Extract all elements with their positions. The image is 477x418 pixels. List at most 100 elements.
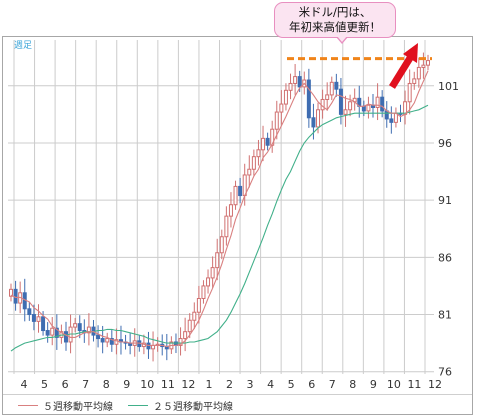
candle-body-56 — [265, 137, 270, 146]
x-tick-label-4: 8 — [103, 378, 110, 391]
candle-body-67 — [316, 109, 321, 128]
grid-lines — [8, 40, 434, 374]
candle-body-17 — [86, 326, 91, 334]
x-tick-label-18: 10 — [387, 378, 401, 391]
candle-body-55 — [261, 137, 266, 151]
x-tick-label-15: 7 — [329, 378, 336, 391]
candle-body-63 — [297, 76, 302, 88]
chart-border — [2, 36, 473, 415]
legend-item-ma5: ５週移動平均線 — [18, 398, 113, 413]
y-tick-label-4: 96 — [438, 137, 452, 150]
candle-body-1 — [13, 288, 18, 304]
candle-body-38 — [183, 331, 188, 340]
x-tick-label-17: 9 — [370, 378, 377, 391]
callout-tail-fill — [337, 36, 347, 42]
legend-item-ma25: ２５週移動平均線 — [128, 398, 233, 413]
legend-swatch-ma25 — [128, 405, 148, 406]
x-tick-label-16: 8 — [349, 378, 356, 391]
x-tick-label-11: 3 — [247, 378, 254, 391]
candle-body-82 — [384, 110, 389, 120]
candle-body-73 — [343, 109, 348, 115]
candle-body-81 — [380, 96, 385, 112]
candle-body-15 — [77, 323, 82, 332]
candle-body-87 — [407, 82, 412, 103]
candle-body-65 — [306, 79, 311, 119]
legend-label-ma5: ５週移動平均線 — [43, 402, 113, 413]
candle-body-19 — [96, 334, 101, 340]
candle-body-42 — [201, 285, 206, 300]
candle-body-53 — [251, 156, 256, 170]
candle-body-11 — [59, 331, 64, 338]
x-tick-label-5: 9 — [123, 378, 130, 391]
candle-body-70 — [329, 81, 334, 96]
candle-body-57 — [270, 128, 275, 146]
candle-body-61 — [288, 82, 293, 91]
candle-body-23 — [114, 339, 119, 345]
candle-body-45 — [215, 252, 220, 269]
candle-body-39 — [187, 319, 192, 333]
candle-body-62 — [293, 76, 298, 84]
x-tick-label-20: 12 — [428, 378, 442, 391]
x-tick-label-6: 10 — [140, 378, 154, 391]
candle-body-66 — [311, 117, 316, 128]
callout-line-2: 年初来高値更新！ — [289, 20, 381, 34]
x-tick-label-19: 11 — [407, 378, 421, 391]
candle-body-52 — [247, 168, 252, 176]
ma25-line — [10, 104, 429, 352]
x-tick-label-3: 7 — [82, 378, 89, 391]
y-axis-labels: 76 81 86 91 96 101 — [438, 80, 459, 379]
candle-body-90 — [421, 64, 426, 68]
legend-label-ma25: ２５週移動平均線 — [153, 402, 233, 413]
candle-body-54 — [256, 149, 261, 158]
candle-body-14 — [73, 323, 78, 328]
arrow-shaft — [389, 56, 413, 89]
y-tick-label-1: 81 — [438, 309, 452, 322]
candle-body-48 — [228, 204, 233, 217]
ma5-line — [10, 70, 429, 348]
x-tick-label-13: 5 — [288, 378, 295, 391]
y-tick-label-5: 101 — [438, 80, 459, 93]
candle-body-58 — [274, 111, 279, 130]
x-tick-label-0: 4 — [21, 378, 28, 391]
candle-body-37 — [178, 338, 183, 346]
candle-body-10 — [54, 327, 59, 338]
arrow-head — [403, 43, 418, 63]
y-tick-label-0: 76 — [438, 366, 452, 379]
candle-body-83 — [389, 118, 394, 123]
x-tick-label-8: 12 — [181, 378, 195, 391]
candle-body-91 — [426, 60, 430, 66]
candle-body-20 — [100, 338, 105, 343]
x-axis-labels: 4 5 6 7 8 9 10 11 12 1 2 3 4 5 6 7 8 9 10 11 12 — [21, 378, 443, 391]
candle-body-49 — [233, 185, 238, 206]
y-tick-label-2: 86 — [438, 251, 452, 264]
moving-average-lines — [10, 70, 429, 352]
x-tick-label-1: 5 — [41, 378, 48, 391]
legend-swatch-ma5 — [18, 405, 38, 406]
candle-body-22 — [109, 338, 114, 345]
candle-body-30 — [146, 342, 151, 350]
candle-body-78 — [366, 104, 371, 112]
candle-body-9 — [50, 327, 55, 336]
candle-body-21 — [105, 338, 110, 343]
candle-body-60 — [283, 89, 288, 105]
candle-body-43 — [206, 277, 211, 287]
x-tick-label-12: 4 — [267, 378, 274, 391]
x-tick-label-9: 1 — [205, 378, 212, 391]
candle-body-50 — [238, 185, 243, 197]
candle-body-6 — [36, 316, 41, 322]
x-tick-label-14: 6 — [308, 378, 315, 391]
candle-body-74 — [348, 101, 353, 111]
candle-body-46 — [219, 236, 224, 254]
x-tick-label-7: 11 — [161, 378, 175, 391]
candle-body-7 — [41, 316, 46, 332]
x-tick-label-2: 6 — [62, 378, 69, 391]
reference-annotations — [287, 43, 432, 89]
candle-body-71 — [334, 81, 339, 90]
y-tick-label-3: 91 — [438, 194, 452, 207]
period-label: 週足 — [14, 41, 33, 51]
candle-body-72 — [338, 88, 343, 115]
candle-body-80 — [375, 96, 380, 108]
legend-separator — [3, 394, 472, 395]
